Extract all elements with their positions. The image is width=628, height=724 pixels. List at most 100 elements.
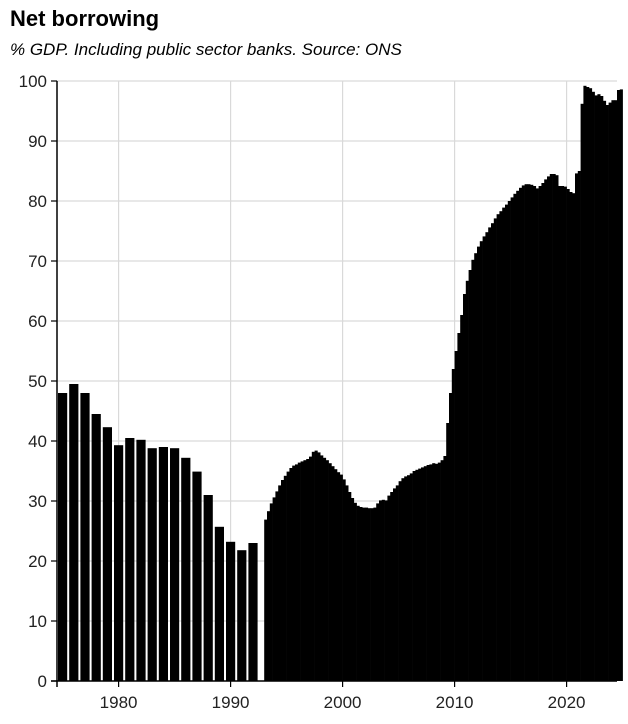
- bar: [384, 500, 388, 681]
- bar: [572, 193, 576, 681]
- bar: [297, 462, 301, 681]
- bar: [468, 270, 472, 681]
- bar: [214, 526, 224, 681]
- bar: [339, 474, 343, 681]
- bar: [524, 184, 528, 681]
- bar: [376, 503, 380, 681]
- bar: [451, 369, 455, 681]
- bar: [362, 507, 366, 681]
- bar: [80, 393, 90, 681]
- bar: [563, 186, 567, 681]
- bar: [488, 227, 492, 681]
- bar: [619, 89, 623, 681]
- bar: [418, 468, 422, 681]
- bar: [465, 280, 469, 681]
- y-tick-label: 60: [28, 312, 47, 331]
- bar: [471, 259, 475, 681]
- bar: [499, 211, 503, 681]
- bar: [600, 96, 604, 681]
- bar: [58, 393, 68, 681]
- bar: [505, 204, 509, 681]
- y-tick-label: 90: [28, 132, 47, 151]
- bar: [267, 511, 271, 681]
- bar: [454, 351, 458, 681]
- bar: [309, 456, 313, 681]
- bar: [334, 469, 338, 681]
- bar: [437, 462, 441, 681]
- bar: [409, 473, 413, 681]
- x-tick-label: 1980: [100, 693, 138, 712]
- bar: [275, 491, 279, 681]
- bar: [614, 100, 618, 681]
- bar: [412, 471, 416, 681]
- bar: [272, 497, 276, 681]
- bar: [485, 232, 489, 681]
- bar: [393, 488, 397, 681]
- y-tick-label: 40: [28, 432, 47, 451]
- bar: [379, 500, 383, 681]
- bar: [566, 189, 570, 681]
- bar: [611, 100, 615, 681]
- chart-title: Net borrowing: [10, 6, 160, 31]
- bar: [558, 186, 562, 681]
- bar: [248, 543, 258, 681]
- bar: [325, 460, 329, 681]
- bar: [603, 100, 607, 682]
- bar: [519, 187, 523, 682]
- bar: [359, 507, 363, 681]
- bar: [577, 171, 581, 681]
- bars: [58, 85, 623, 682]
- bar: [203, 495, 213, 681]
- bar: [306, 459, 310, 681]
- bar: [415, 469, 419, 681]
- bar: [513, 193, 517, 682]
- bar: [429, 464, 433, 681]
- bar: [351, 498, 355, 681]
- y-tick-label: 0: [38, 672, 47, 691]
- bar: [300, 461, 304, 681]
- bar: [521, 185, 525, 681]
- bar: [432, 463, 436, 681]
- bar: [491, 223, 495, 681]
- bar: [575, 173, 579, 681]
- y-tick-label: 70: [28, 252, 47, 271]
- bar: [586, 87, 590, 681]
- bar: [533, 186, 537, 681]
- x-tick-label: 2000: [324, 693, 362, 712]
- chart-subtitle: % GDP. Including public sector banks. So…: [10, 40, 402, 59]
- bar: [387, 495, 391, 681]
- bar: [395, 485, 399, 681]
- x-tick-label: 2010: [436, 693, 474, 712]
- bar: [547, 176, 551, 681]
- bar: [356, 505, 360, 681]
- bar: [331, 466, 335, 681]
- bar: [477, 246, 481, 681]
- bar: [535, 188, 539, 681]
- bar: [608, 102, 612, 682]
- bar: [398, 481, 402, 681]
- bar: [423, 466, 427, 681]
- bar: [583, 85, 587, 682]
- bar: [311, 451, 315, 681]
- bar: [474, 253, 478, 681]
- bar: [538, 186, 542, 681]
- bar: [404, 476, 408, 681]
- bar: [527, 184, 531, 681]
- bar: [125, 438, 135, 681]
- bar: [181, 457, 191, 681]
- bar: [147, 448, 157, 681]
- bar: [348, 492, 352, 681]
- bar: [561, 186, 565, 681]
- bar: [337, 472, 341, 681]
- y-tick-label: 80: [28, 192, 47, 211]
- bar: [303, 460, 307, 681]
- bar: [342, 479, 346, 681]
- x-tick-label: 1990: [212, 693, 250, 712]
- bar: [426, 465, 430, 681]
- bar: [328, 463, 332, 681]
- y-tick-label: 20: [28, 552, 47, 571]
- bar: [317, 452, 321, 681]
- bar: [605, 105, 609, 681]
